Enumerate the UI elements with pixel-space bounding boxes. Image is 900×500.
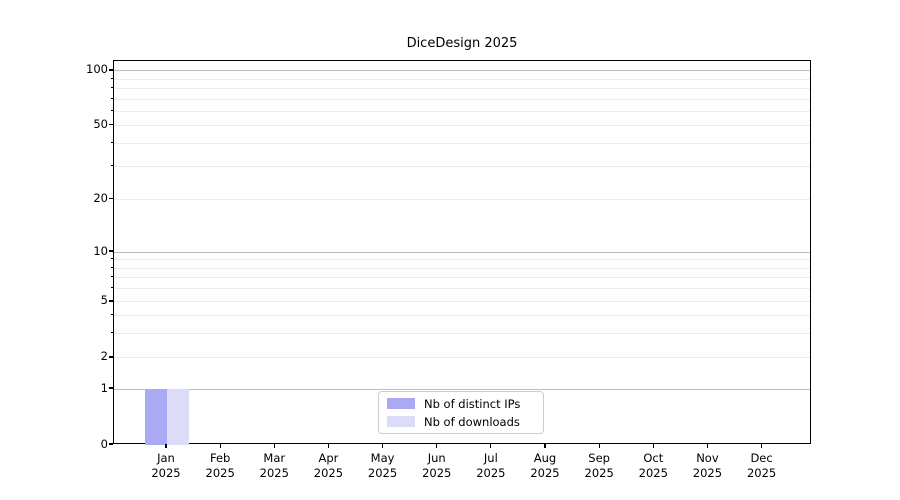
x-tick bbox=[273, 444, 275, 448]
legend-item-distinct-ips: Nb of distinct IPs bbox=[387, 397, 535, 411]
y-gridline bbox=[114, 251, 810, 253]
x-tick-label: Sep 2025 bbox=[584, 451, 614, 480]
y-gridline bbox=[114, 388, 810, 390]
x-tick-label: Oct 2025 bbox=[638, 451, 668, 480]
y-tick bbox=[109, 356, 113, 358]
y-minor-tick bbox=[110, 258, 113, 260]
y-tick-label: 5 bbox=[100, 293, 108, 308]
x-tick bbox=[544, 444, 546, 448]
x-tick bbox=[219, 444, 221, 448]
y-gridline bbox=[114, 301, 810, 303]
y-tick bbox=[109, 197, 113, 200]
bar-nb-of-distinct-ips bbox=[145, 389, 167, 445]
y-tick bbox=[109, 123, 113, 126]
x-tick-label: Apr 2025 bbox=[313, 451, 344, 480]
y-minor-tick bbox=[110, 314, 113, 316]
y-minor-gridline bbox=[114, 143, 810, 145]
y-tick bbox=[109, 250, 113, 252]
legend-swatch-downloads bbox=[387, 416, 415, 427]
y-minor-tick bbox=[110, 266, 113, 268]
y-minor-gridline bbox=[114, 277, 810, 279]
y-gridline bbox=[114, 357, 810, 359]
y-tick-label: 1 bbox=[100, 380, 108, 395]
x-tick bbox=[706, 444, 709, 448]
y-minor-tick bbox=[110, 87, 113, 89]
x-tick-label: May 2025 bbox=[367, 451, 398, 480]
y-tick bbox=[109, 69, 113, 71]
x-tick-label: Jan 2025 bbox=[151, 451, 181, 480]
legend: Nb of distinct IPs Nb of downloads bbox=[378, 391, 544, 434]
plot-area bbox=[113, 60, 811, 445]
y-tick-label: 100 bbox=[86, 62, 108, 77]
y-minor-gridline bbox=[114, 98, 810, 100]
x-tick bbox=[327, 444, 330, 448]
y-minor-tick bbox=[110, 165, 113, 167]
y-minor-tick bbox=[110, 109, 113, 111]
legend-label-distinct-ips: Nb of distinct IPs bbox=[424, 396, 521, 411]
x-tick bbox=[165, 444, 167, 448]
x-tick bbox=[652, 444, 654, 448]
y-minor-tick bbox=[110, 287, 113, 289]
y-minor-tick bbox=[110, 77, 113, 79]
y-tick-label: 10 bbox=[93, 243, 108, 258]
y-tick bbox=[109, 387, 113, 389]
y-minor-tick bbox=[110, 276, 113, 278]
y-minor-gridline bbox=[114, 88, 810, 90]
y-gridline bbox=[114, 125, 810, 126]
chart-title: DiceDesign 2025 bbox=[406, 36, 518, 51]
y-tick-label: 2 bbox=[100, 349, 108, 364]
y-minor-gridline bbox=[114, 315, 810, 317]
y-tick-label: 20 bbox=[93, 191, 108, 205]
y-minor-gridline bbox=[114, 78, 810, 80]
x-tick bbox=[381, 444, 384, 448]
x-tick-label: Aug 2025 bbox=[530, 451, 560, 480]
x-tick-label: Mar 2025 bbox=[259, 451, 289, 480]
x-tick-label: Feb 2025 bbox=[205, 451, 235, 480]
y-minor-gridline bbox=[114, 332, 810, 334]
y-minor-gridline bbox=[114, 267, 810, 269]
y-minor-gridline bbox=[114, 166, 810, 168]
y-minor-tick bbox=[110, 142, 113, 144]
legend-label-downloads: Nb of downloads bbox=[424, 414, 520, 429]
bar-nb-of-downloads bbox=[166, 389, 189, 445]
x-tick bbox=[760, 444, 763, 448]
x-tick-label: Jun 2025 bbox=[422, 451, 452, 480]
y-minor-gridline bbox=[114, 110, 810, 112]
x-tick-label: Nov 2025 bbox=[692, 451, 723, 480]
y-minor-gridline bbox=[114, 259, 810, 261]
y-tick-label: 0 bbox=[100, 436, 108, 451]
y-gridline bbox=[114, 70, 810, 72]
y-tick-label: 50 bbox=[93, 117, 108, 131]
x-tick bbox=[490, 444, 492, 448]
x-tick-label: Jul 2025 bbox=[476, 451, 506, 480]
y-gridline bbox=[114, 199, 810, 200]
y-minor-gridline bbox=[114, 288, 810, 290]
x-tick bbox=[598, 444, 600, 448]
legend-swatch-distinct-ips bbox=[387, 398, 415, 409]
x-tick-label: Dec 2025 bbox=[746, 451, 777, 480]
y-tick bbox=[109, 300, 113, 302]
y-minor-tick bbox=[110, 331, 113, 333]
y-tick bbox=[109, 443, 113, 445]
y-minor-tick bbox=[110, 97, 113, 99]
legend-item-downloads: Nb of downloads bbox=[387, 415, 535, 429]
x-tick bbox=[436, 444, 438, 448]
